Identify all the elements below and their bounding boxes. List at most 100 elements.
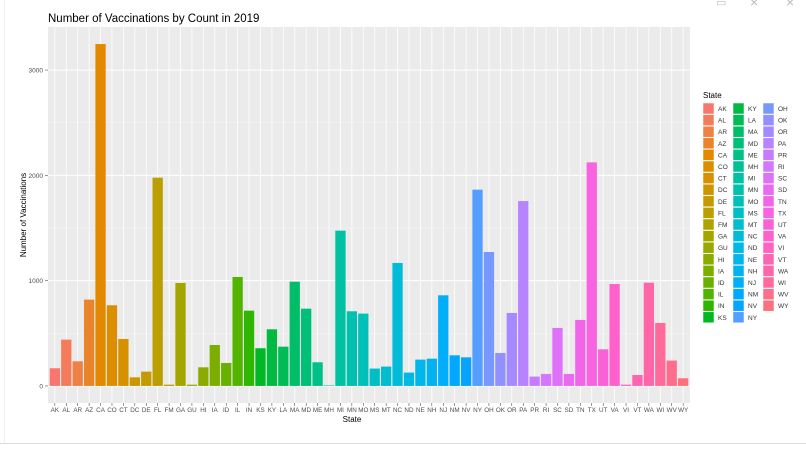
legend-label: AZ xyxy=(718,141,726,148)
x-tick-label: NM xyxy=(450,407,460,414)
legend-label: PR xyxy=(778,152,787,159)
legend-label: NC xyxy=(748,234,758,241)
legend-swatch-MO xyxy=(732,195,745,208)
legend-swatch-VI xyxy=(762,241,775,254)
legend-label: WA xyxy=(778,268,789,275)
bar-MI xyxy=(335,230,346,386)
legend-label: PA xyxy=(778,141,787,148)
legend-swatch-ME xyxy=(732,149,745,161)
legend-label: MD xyxy=(748,141,758,148)
bar-NM xyxy=(449,355,460,386)
legend-label: SC xyxy=(778,176,787,183)
bar-CA xyxy=(95,44,106,386)
x-tick-label: WA xyxy=(644,407,655,414)
bar-IA xyxy=(209,344,220,386)
legend-swatch-MT xyxy=(732,218,745,231)
legend-swatch-AR xyxy=(702,125,715,138)
legend-swatch-OR xyxy=(762,125,775,138)
legend-swatch-CA xyxy=(702,149,715,161)
bar-KS xyxy=(255,348,266,386)
legend-swatch-IN xyxy=(702,299,715,312)
legend-label: KS xyxy=(718,315,727,322)
bar-OK xyxy=(495,352,506,386)
bar-AR xyxy=(72,361,83,386)
bar-TN xyxy=(575,319,586,386)
bar-WY xyxy=(678,378,689,386)
x-tick-label: UT xyxy=(599,407,608,414)
legend-swatch-MN xyxy=(732,183,745,196)
legend-label: GA xyxy=(718,234,728,241)
legend-swatch-IL xyxy=(702,288,715,300)
legend-swatch-LA xyxy=(732,114,745,126)
bar-NV xyxy=(460,357,472,386)
bar-KY xyxy=(266,329,278,386)
x-tick-label: GA xyxy=(176,407,186,414)
x-axis-label: State xyxy=(343,415,362,424)
bar-RI xyxy=(540,373,552,386)
bar-ID xyxy=(221,362,232,386)
bar-CO xyxy=(106,305,118,386)
legend-swatch-GA xyxy=(702,230,715,242)
close-icon[interactable]: × xyxy=(786,0,795,10)
legend-swatch-ID xyxy=(702,276,715,289)
legend-swatch-NH xyxy=(732,265,745,277)
x-tick-label: VA xyxy=(611,407,620,414)
legend-label: NJ xyxy=(748,280,756,287)
x-tick-label: VT xyxy=(633,407,641,414)
legend-swatch-DC xyxy=(702,183,715,196)
close-icon[interactable]: × xyxy=(750,0,759,10)
x-tick-label: NY xyxy=(473,407,483,414)
legend-label: MT xyxy=(748,222,757,229)
window-border xyxy=(4,0,5,443)
legend-swatch-CO xyxy=(702,160,715,173)
y-tick-label: 1000 xyxy=(29,278,44,285)
x-tick-label: SC xyxy=(553,407,562,414)
legend-swatch-MD xyxy=(732,137,745,150)
legend-label: TX xyxy=(778,210,787,217)
x-tick-label: WI xyxy=(656,407,664,414)
x-tick-label: FL xyxy=(154,407,162,414)
legend-swatch-OK xyxy=(762,114,775,126)
legend-label: NV xyxy=(748,303,758,310)
x-tick-label: MA xyxy=(290,407,300,414)
legend-label: NY xyxy=(748,315,758,322)
bar-MN xyxy=(346,311,358,386)
legend-swatch-TN xyxy=(762,195,775,208)
x-tick-label: AL xyxy=(62,407,70,414)
bar-NJ xyxy=(438,295,449,386)
bar-VI xyxy=(620,384,632,386)
x-tick-label: CO xyxy=(107,407,117,414)
x-tick-label: MN xyxy=(347,407,357,414)
x-tick-label: ME xyxy=(313,407,322,414)
legend-swatch-WY xyxy=(762,299,775,312)
bar-DC xyxy=(129,377,140,386)
legend-label: CT xyxy=(718,176,727,183)
legend-label: WI xyxy=(778,280,786,287)
legend-label: VA xyxy=(778,234,787,241)
x-tick-label: TX xyxy=(588,407,597,414)
bar-FM xyxy=(163,384,175,386)
bar-UT xyxy=(598,349,609,386)
x-tick-label: MH xyxy=(324,407,334,414)
image-icon[interactable]: ▭ xyxy=(716,0,727,9)
legend-swatch-CT xyxy=(702,172,715,184)
bar-NE xyxy=(415,359,426,386)
bar-GA xyxy=(175,282,186,386)
legend-label: MS xyxy=(748,210,758,217)
legend-label: NM xyxy=(748,292,758,299)
legend-label: MA xyxy=(748,129,758,136)
legend-swatch-ND xyxy=(732,241,745,254)
x-tick-label: MS xyxy=(370,407,379,414)
bar-MA xyxy=(289,281,300,386)
bar-CT xyxy=(118,338,129,386)
legend-swatch-VT xyxy=(762,253,775,266)
bar-AZ xyxy=(83,299,95,386)
bar-TX xyxy=(586,162,597,386)
x-tick-label: NH xyxy=(427,407,437,414)
x-tick-label: GU xyxy=(187,407,197,414)
legend-swatch-MS xyxy=(732,207,745,219)
bar-PR xyxy=(529,376,540,386)
legend-label: WY xyxy=(778,303,789,310)
legend-label: AL xyxy=(718,118,726,125)
x-tick-label: AR xyxy=(73,407,82,414)
